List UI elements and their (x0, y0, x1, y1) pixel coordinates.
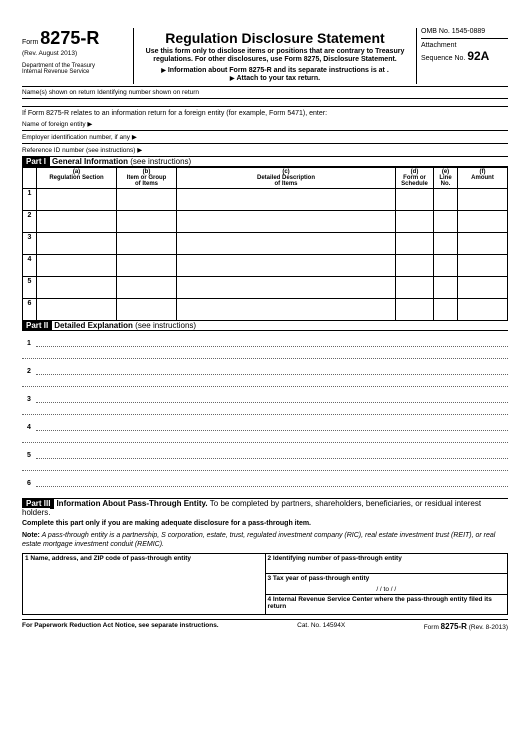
exp-row[interactable]: 4 (22, 421, 508, 431)
revision: (Rev. August 2013) (22, 50, 129, 57)
part2-band: Part II (22, 320, 52, 331)
pte-q3[interactable]: 3 Tax year of pass-through entity / / to… (265, 573, 508, 594)
part3-table: 1 Name, address, and ZIP code of pass-th… (22, 553, 508, 615)
col-d: (d) Form or Schedule (396, 167, 434, 188)
header-left: Form 8275-R (Rev. August 2013) Departmen… (22, 28, 134, 84)
row-num: 1 (23, 188, 37, 210)
foreign-name[interactable]: Name of foreign entity ▶ (22, 118, 508, 131)
foreign-ref[interactable]: Reference ID number (see instructions) ▶ (22, 144, 508, 157)
footer-formno: 8275-R (441, 622, 467, 631)
form-header: Form 8275-R (Rev. August 2013) Departmen… (22, 28, 508, 87)
footer-left: For Paperwork Reduction Act Notice, see … (22, 622, 219, 631)
col-f: (f) Amount (458, 167, 508, 188)
form-title: Regulation Disclosure Statement (140, 30, 410, 46)
table-row[interactable]: 6 (23, 298, 508, 320)
col-b: (b) Item or Group of Items (117, 167, 177, 188)
table-row[interactable]: 1 (23, 188, 508, 210)
att-label: Attachment (421, 42, 456, 49)
row-num: 4 (23, 254, 37, 276)
part2-see: (see instructions) (135, 321, 196, 330)
exp-row[interactable]: 3 (22, 393, 508, 403)
exp-row[interactable]: 6 (22, 477, 508, 487)
header-center: Regulation Disclosure Statement Use this… (134, 28, 416, 84)
note-label: Note: (22, 532, 40, 539)
exp-line[interactable] (22, 347, 508, 359)
seq-no: 92A (467, 49, 489, 63)
part1-table: (a) Regulation Section (b) Item or Group… (22, 167, 508, 321)
part1-see: (see instructions) (130, 157, 191, 166)
footer-rev: (Rev. 8-2013) (469, 624, 508, 631)
part2-body: 1 2 3 4 5 6 (22, 337, 508, 499)
foreign-intro: If Form 8275-R relates to an information… (22, 107, 508, 118)
exp-num: 2 (22, 368, 36, 375)
irs: Internal Revenue Service (22, 69, 129, 75)
exp-num: 3 (22, 396, 36, 403)
part2-title: Detailed Explanation (54, 321, 133, 330)
exp-row[interactable]: 5 (22, 449, 508, 459)
row-num: 5 (23, 276, 37, 298)
q4-text: 4 Internal Revenue Service Center where … (268, 596, 492, 610)
row-num: 3 (23, 232, 37, 254)
col-c: (c) Detailed Description of Items (177, 167, 396, 188)
col-a: (a) Regulation Section (37, 167, 117, 188)
part3-complete: Complete this part only if you are makin… (22, 520, 508, 527)
header-right: OMB No. 1545-0889 Attachment Sequence No… (416, 28, 508, 84)
exp-line[interactable] (22, 403, 508, 415)
q3-dates: / / to / / (268, 586, 506, 593)
part1-band: Part I (22, 156, 50, 167)
part1-title: General Information (52, 157, 128, 166)
row-num: 2 (23, 210, 37, 232)
footer-right: Form 8275-R (Rev. 8-2013) (424, 622, 508, 631)
table-row[interactable]: 4 (23, 254, 508, 276)
table-row[interactable]: 3 (23, 232, 508, 254)
part3-note: Note: A pass-through entity is a partner… (22, 531, 508, 549)
q1-text: 1 Name, address, and ZIP code of pass-th… (25, 555, 191, 562)
footer-mid: Cat. No. 14594X (297, 622, 345, 631)
omb-number: OMB No. 1545-0889 (421, 28, 508, 39)
exp-row[interactable]: 2 (22, 365, 508, 375)
exp-row[interactable]: 1 (22, 337, 508, 347)
form-word: Form (22, 39, 38, 46)
pte-q1[interactable]: 1 Name, address, and ZIP code of pass-th… (23, 553, 266, 614)
form-label: Form 8275-R (22, 28, 129, 49)
subtitle-2: Information about Form 8275-R and its se… (140, 67, 410, 75)
exp-num: 4 (22, 424, 36, 431)
blank-row (22, 99, 508, 107)
foreign-ein[interactable]: Employer identification number, if any ▶ (22, 131, 508, 144)
exp-line[interactable] (22, 375, 508, 387)
table-row[interactable]: 2 (23, 210, 508, 232)
q2-text: 2 Identifying number of pass-through ent… (268, 555, 402, 562)
exp-line[interactable] (22, 459, 508, 471)
pte-q2[interactable]: 2 Identifying number of pass-through ent… (265, 553, 508, 573)
form-number: 8275-R (40, 28, 99, 48)
q3-text: 3 Tax year of pass-through entity (268, 575, 370, 582)
subtitle-3: Attach to your tax return. (140, 75, 410, 83)
exp-num: 1 (22, 340, 36, 347)
exp-num: 5 (22, 452, 36, 459)
pte-q4[interactable]: 4 Internal Revenue Service Center where … (265, 594, 508, 614)
exp-num: 6 (22, 480, 36, 487)
seq-label: Sequence No. (421, 55, 465, 62)
part1-header: Part IGeneral Information (see instructi… (22, 157, 508, 167)
attachment-seq: Attachment Sequence No. 92A (421, 42, 508, 63)
exp-line[interactable] (22, 431, 508, 443)
footer: For Paperwork Reduction Act Notice, see … (22, 619, 508, 631)
row-num: 6 (23, 298, 37, 320)
footer-form: Form (424, 624, 439, 631)
part2-header: Part IIDetailed Explanation (see instruc… (22, 321, 508, 331)
part3-header: Part IIIInformation About Pass-Through E… (22, 499, 508, 517)
exp-line[interactable] (22, 487, 508, 499)
subtitle-1: Use this form only to disclose items or … (140, 48, 410, 65)
names-row: Name(s) shown on return Identifying numb… (22, 87, 508, 99)
note-text: A pass-through entity is a partnership, … (22, 532, 495, 548)
col-e: (e) Line No. (434, 167, 458, 188)
part3-title: Information About Pass-Through Entity. (56, 499, 207, 508)
table-row[interactable]: 5 (23, 276, 508, 298)
